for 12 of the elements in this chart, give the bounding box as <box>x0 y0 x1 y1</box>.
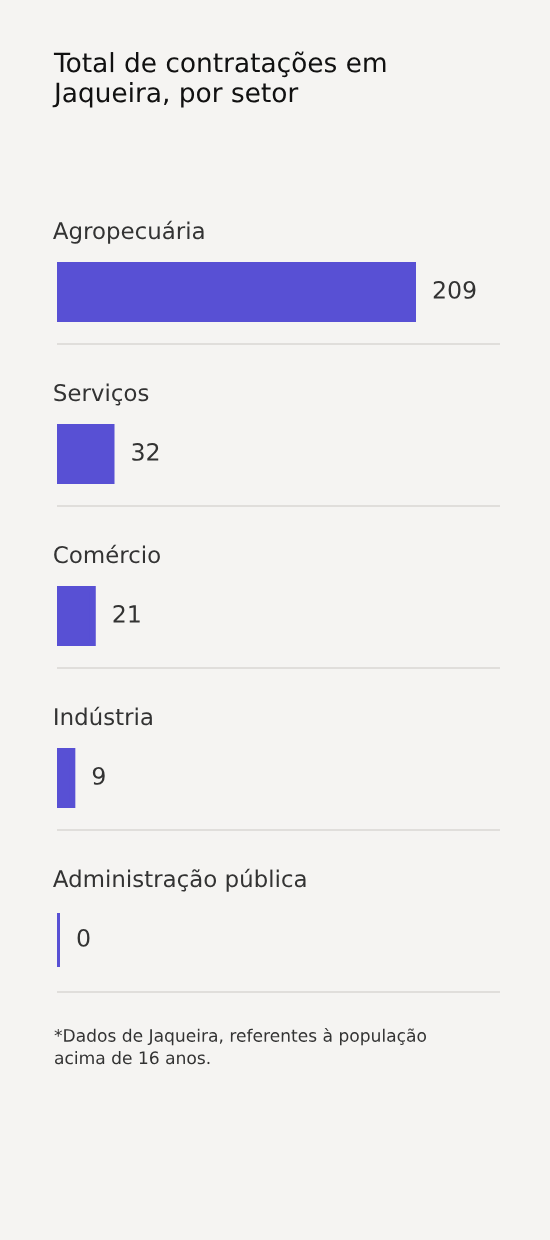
data-label: 209 <box>433 280 476 299</box>
chart-title: Total de contratações em Jaqueira, por setor <box>52 51 386 108</box>
y-tick-label: Indústria <box>55 706 152 726</box>
y-tick-label: Serviços <box>54 383 149 406</box>
data-label: 32 <box>132 442 159 461</box>
data-label: 21 <box>113 604 140 623</box>
text: *Dados de Jaqueira, referentes à população acima de 16 anos. <box>54 1028 427 1065</box>
y-tick-label: Administração pública <box>53 868 306 892</box>
y-tick-label: Agropecuária <box>53 220 204 244</box>
y-tick-label: Comércio <box>54 544 160 564</box>
data-label: 9 <box>92 766 105 785</box>
data-label: 0 <box>77 928 90 947</box>
